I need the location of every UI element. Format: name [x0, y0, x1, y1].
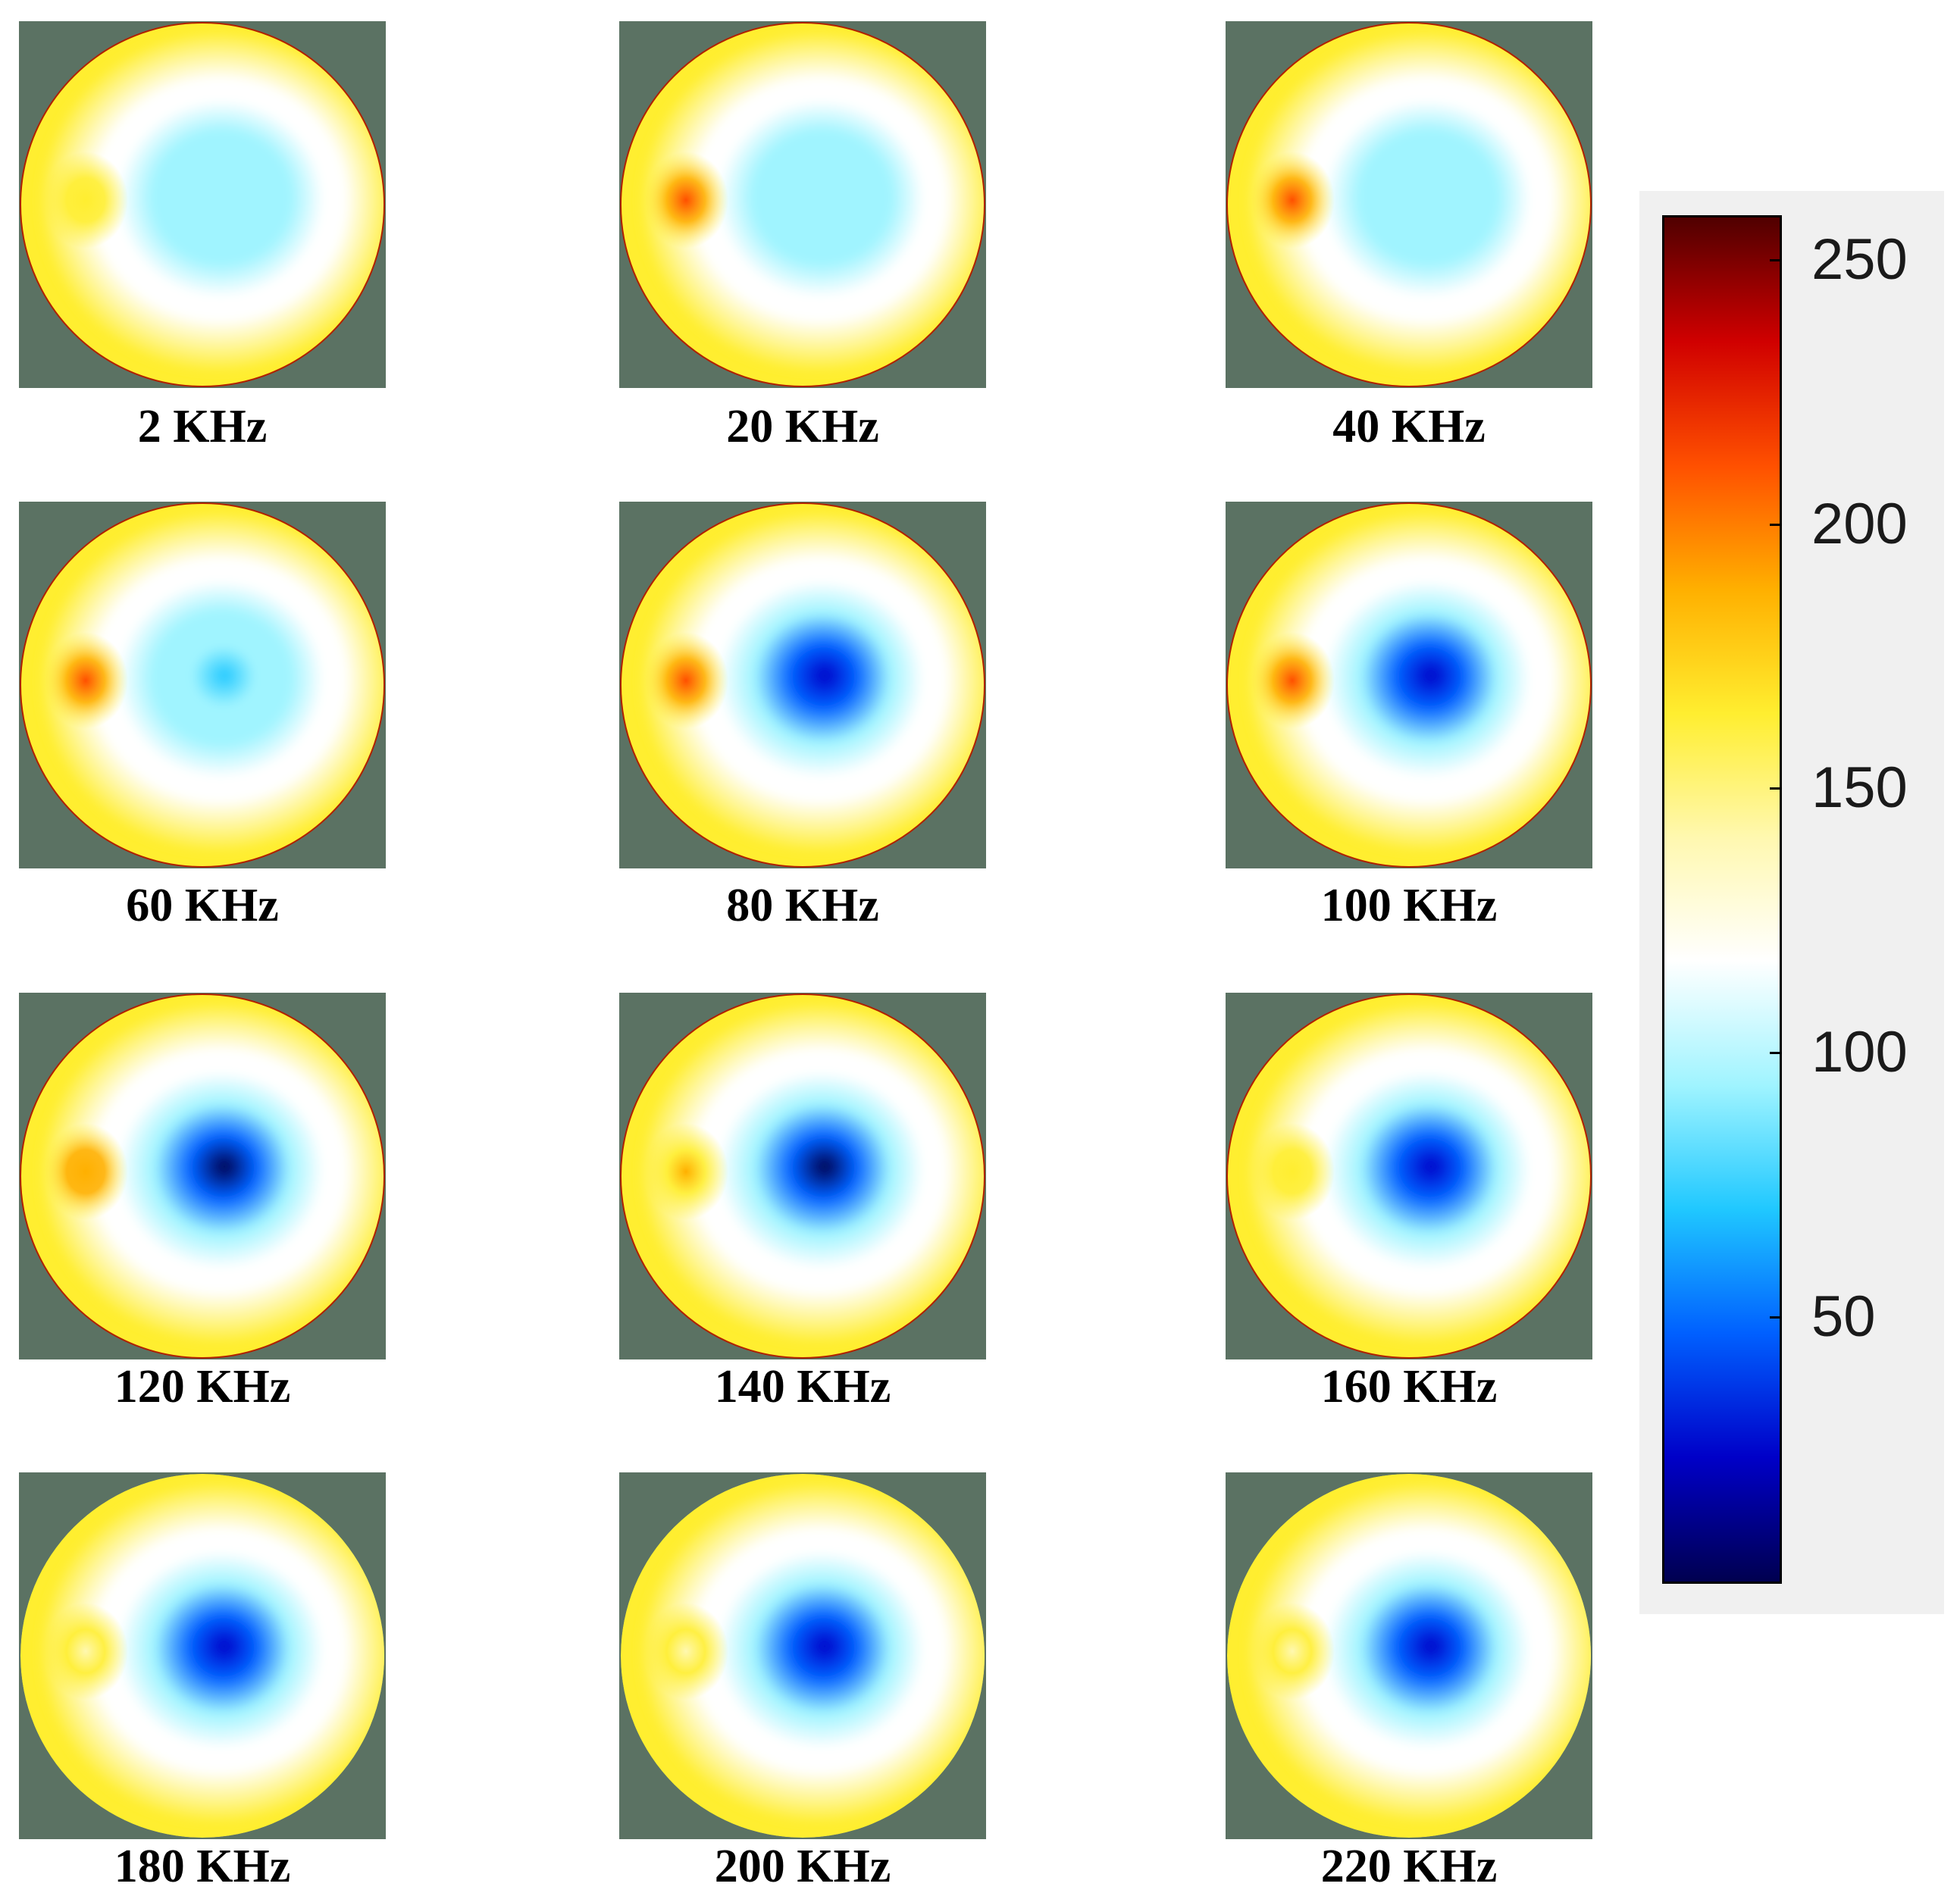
image-panel [19, 502, 386, 868]
reconstruction-image [620, 993, 985, 1359]
colorbar-tick-label: 150 [1811, 756, 1908, 821]
colorbar-tick [1770, 787, 1782, 790]
colorbar [1662, 215, 1782, 1584]
colorbar-tick [1770, 523, 1782, 526]
frequency-label: 60 KHz [126, 880, 279, 931]
reconstruction-image [20, 993, 385, 1359]
colorbar-tick-label: 250 [1811, 227, 1908, 292]
frequency-label: 120 KHz [114, 1361, 291, 1413]
colorbar-tick [1770, 258, 1782, 261]
colorbar-tick [1770, 1316, 1782, 1319]
frequency-label: 140 KHz [714, 1361, 891, 1413]
colorbar-tick-label: 50 [1811, 1284, 1876, 1350]
reconstruction-image [1227, 1474, 1591, 1838]
image-panel [19, 993, 386, 1359]
frequency-label: 20 KHz [726, 401, 879, 452]
reconstruction-image [20, 22, 385, 387]
frequency-label: 40 KHz [1332, 401, 1486, 452]
reconstruction-image [621, 1474, 985, 1838]
frequency-label: 220 KHz [1320, 1841, 1498, 1892]
reconstruction-image [620, 502, 985, 868]
image-panel [1226, 1472, 1592, 1839]
frequency-label: 200 KHz [714, 1841, 891, 1892]
image-panel [1226, 502, 1592, 868]
reconstruction-image [1226, 993, 1592, 1359]
reconstruction-image [620, 22, 985, 387]
reconstruction-image [20, 502, 385, 868]
reconstruction-image [20, 1474, 384, 1838]
image-panel [619, 993, 986, 1359]
image-panel [19, 1472, 386, 1839]
colorbar-tick [1770, 1052, 1782, 1055]
frequency-label: 80 KHz [726, 880, 879, 931]
colorbar-tick-label: 100 [1811, 1020, 1908, 1085]
reconstruction-image [1226, 22, 1592, 387]
frequency-label: 100 KHz [1320, 880, 1498, 931]
reconstruction-image [1226, 502, 1592, 868]
colorbar-tick-label: 200 [1811, 491, 1908, 556]
image-panel [619, 21, 986, 388]
frequency-label: 160 KHz [1320, 1361, 1498, 1413]
image-panel [1226, 993, 1592, 1359]
image-panel [19, 21, 386, 388]
frequency-label: 2 KHz [137, 401, 268, 452]
image-panel [1226, 21, 1592, 388]
image-panel [619, 1472, 986, 1839]
frequency-label: 180 KHz [114, 1841, 291, 1892]
image-panel [619, 502, 986, 868]
